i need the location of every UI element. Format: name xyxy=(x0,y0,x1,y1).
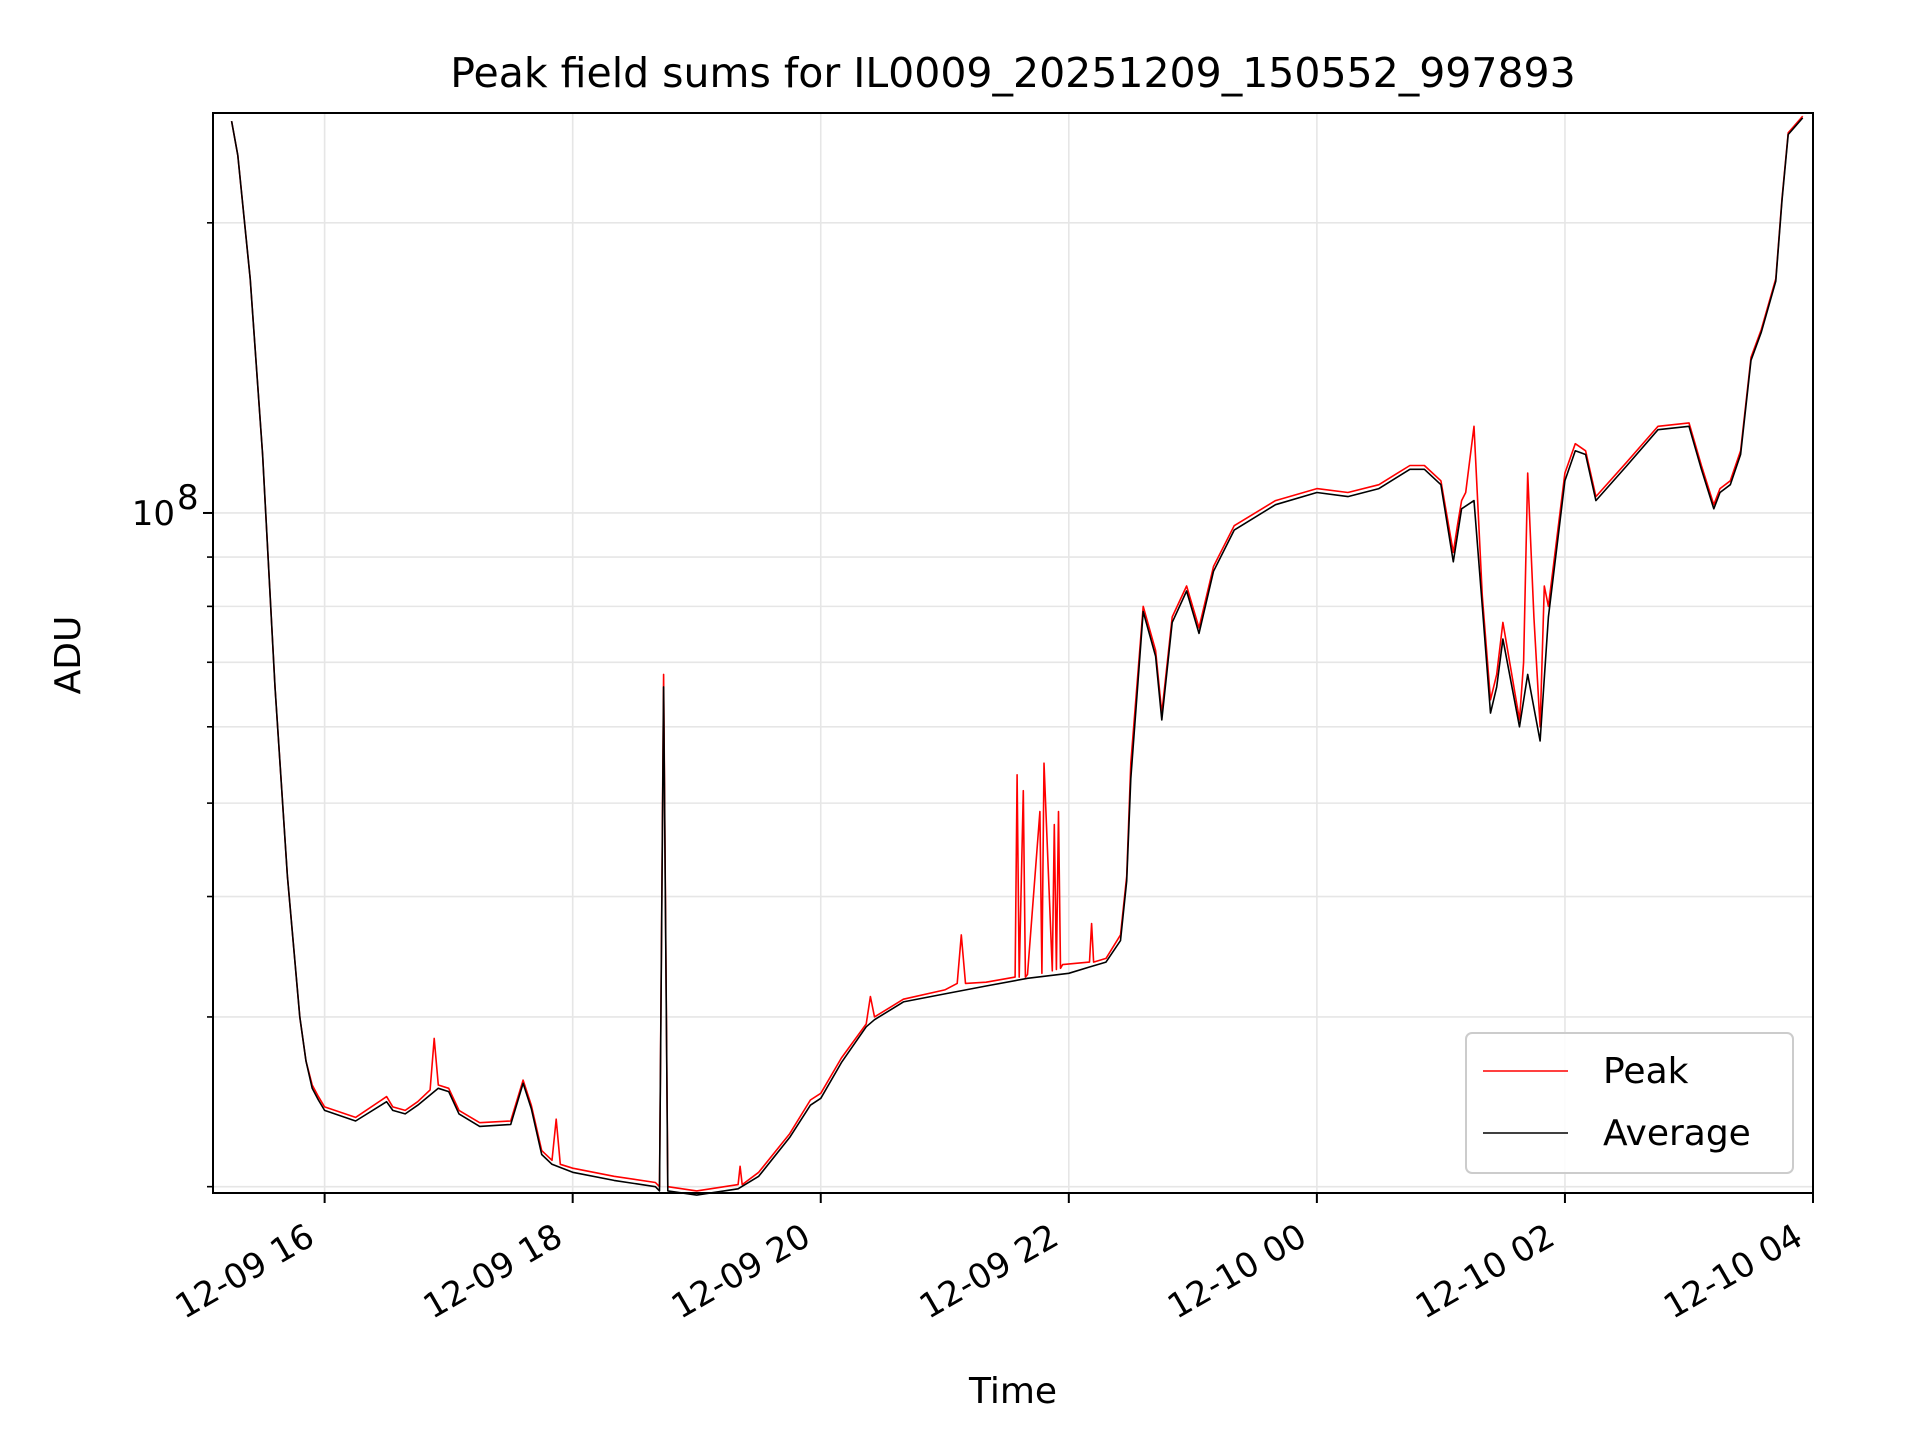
x-axis-label: Time xyxy=(968,1371,1057,1412)
series-peak-line xyxy=(230,115,1804,1192)
legend-box xyxy=(1465,1032,1794,1174)
grid xyxy=(213,113,1814,1193)
legend: Peak Average xyxy=(1465,1032,1794,1174)
y-tick-base: 10 xyxy=(132,494,175,534)
y-axis-label: ADU xyxy=(48,616,89,695)
y-tick-label: 10 xyxy=(132,494,175,534)
plot-frame xyxy=(212,112,1814,1194)
y-tick-exponent: 8 xyxy=(177,478,199,518)
plot-lines xyxy=(230,115,1804,1196)
legend-label-average: Average xyxy=(1603,1113,1751,1154)
legend-label-peak: Peak xyxy=(1603,1051,1689,1092)
chart-title: Peak field sums for IL0009_20251209_1505… xyxy=(450,49,1575,97)
y-axis: 10 8 xyxy=(132,222,213,1188)
series-average-line xyxy=(230,117,1804,1196)
